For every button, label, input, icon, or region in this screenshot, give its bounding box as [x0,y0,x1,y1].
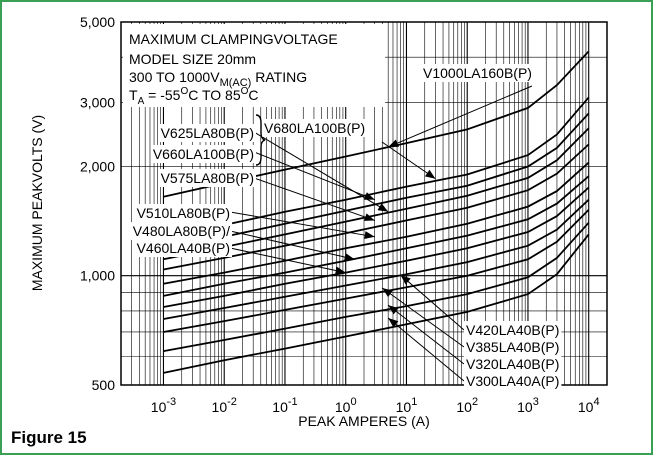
annotation-line-3-pre: 300 TO 1000V [129,69,220,85]
callout-arrowhead-8 [400,274,411,285]
annotation-line-2: MODEL SIZE 20mm [129,51,256,67]
series-label-bg-1 [262,119,368,137]
series-line-7 [163,186,590,308]
series-label-bg-8 [464,321,562,339]
series-label-10: V320LA40B(P) [466,356,559,372]
series-label-bg-0 [421,64,534,82]
callout-arrowhead-11 [388,317,399,328]
y-tick-label-0: 500 [92,377,116,393]
x-tick-label-3: 100 [335,396,357,415]
series-label-2: V660LA100B(P) [153,146,254,162]
x-tick-label-6: 103 [517,396,539,415]
annotation-line-3: 300 TO 1000VM(AC) RATING [129,69,307,89]
y-axis-title: MAXIMUM PEAKVOLTS (V) [29,115,45,291]
series-label-0: V1000LA160B(P) [423,65,532,81]
series-label-3: V625LA80B(P) [161,125,254,141]
annotation-line-3-post: RATING [251,69,307,85]
series-label-bg-4 [158,169,256,187]
callout-arrows [229,85,533,382]
y-tick-label-3: 3,000 [80,95,115,111]
callout-arrow-7 [229,247,346,274]
figure-label: Figure 15 [11,428,87,447]
x-tick-label-5: 102 [456,396,478,415]
annotation-line-4-a: T [129,87,138,103]
series-label-bg-6 [130,222,233,240]
annotation-line-3-sub: M(AC) [220,77,252,89]
series-line-2 [163,112,590,251]
annotation-line-4-d: C [248,87,258,103]
series-label-bg-7 [134,239,232,257]
callout-arrowhead-7 [335,266,346,275]
callout-arrow-8 [400,274,465,331]
series-line-3 [163,127,590,261]
callout-arrowhead-3 [377,203,389,212]
series-label-11: V300LA40A(P) [466,373,559,389]
series-line-11 [163,233,590,374]
callout-arrow-11 [387,317,465,382]
callout-arrow-5 [229,211,375,238]
callout-arrow-1 [381,141,436,180]
callout-arrow-9 [381,287,465,348]
callout-arrowhead-9 [382,288,393,298]
annotation-line-4: TA = -55OC TO 85OC [129,86,259,107]
annotation-line-4-sup1: O [180,86,188,97]
x-axis-title: PEAK AMPERES (A) [298,413,429,429]
series-label-bg-3 [158,124,256,142]
series-line-4 [163,143,590,271]
x-tick-label-7: 104 [578,396,600,415]
series-line-8 [163,199,590,320]
callout-arrowhead-4 [363,213,375,221]
series-label-5: V510LA80B(P) [137,205,230,221]
series-group-brace [255,114,266,166]
x-tick-labels: 10-3 10-2 10-1 100 101 102 103 104 [151,396,600,415]
annotation-box [123,24,385,107]
x-tick-label-0: 10-3 [151,396,176,415]
series-line-6 [163,175,590,297]
x-tick-label-1: 10-2 [212,396,237,415]
series-label-8: V420LA40B(P) [466,322,559,338]
series-label-bg-10 [464,355,562,373]
x-tick-label-4: 101 [396,396,418,415]
annotation-line-4-c: C TO 85 [188,87,241,103]
series-label-layer: V1000LA160B(P) V680LA100B(P) V660LA100B(P)… [130,64,562,390]
series-label-bg-2 [150,145,256,163]
callout-arrowhead-10 [388,305,399,315]
callout-arrow-10 [387,304,465,365]
annotation-line-4-a-sub: A [138,96,145,107]
series-label-1: V680LA100B(P) [264,120,365,136]
callout-arrowhead-1 [424,169,436,179]
callout-arrowhead-6 [343,253,355,261]
series-label-6: V480LA80B(P)/ [133,223,230,239]
series-line-5 [163,161,590,285]
y-tick-labels: 500 1,000 2,000 3,000 5,000 [80,14,115,393]
plot-area-frame [120,21,608,386]
annotation-line-4-sup2: O [241,86,249,97]
y-tick-label-4: 5,000 [80,14,115,30]
series-line-1 [163,96,590,239]
series-label-9: V385LA40B(P) [466,339,559,355]
callout-arrowhead-2 [363,192,375,200]
callout-arrow-6 [229,230,355,260]
callout-arrow-4 [253,177,375,221]
callout-arrowhead-0 [388,139,399,148]
y-tick-label-2: 2,000 [80,158,115,174]
series-label-bg-11 [464,372,562,390]
annotation-line-1: MAXIMUM CLAMPINGVOLTAGE [129,31,338,47]
series-label-4: V575LA80B(P) [161,170,254,186]
series-label-bg-5 [134,204,232,222]
callout-arrow-3 [253,131,389,213]
callout-arrowhead-5 [364,231,375,240]
annotation-line-4-b: = -55 [144,87,180,103]
series-label-7: V460LA40B(P) [137,240,230,256]
x-tick-label-2: 10-1 [272,396,297,415]
series-label-bg-9 [464,338,562,356]
series-line-9 [163,209,590,333]
callout-arrow-0 [387,85,533,148]
y-tick-label-1: 1,000 [80,268,115,284]
